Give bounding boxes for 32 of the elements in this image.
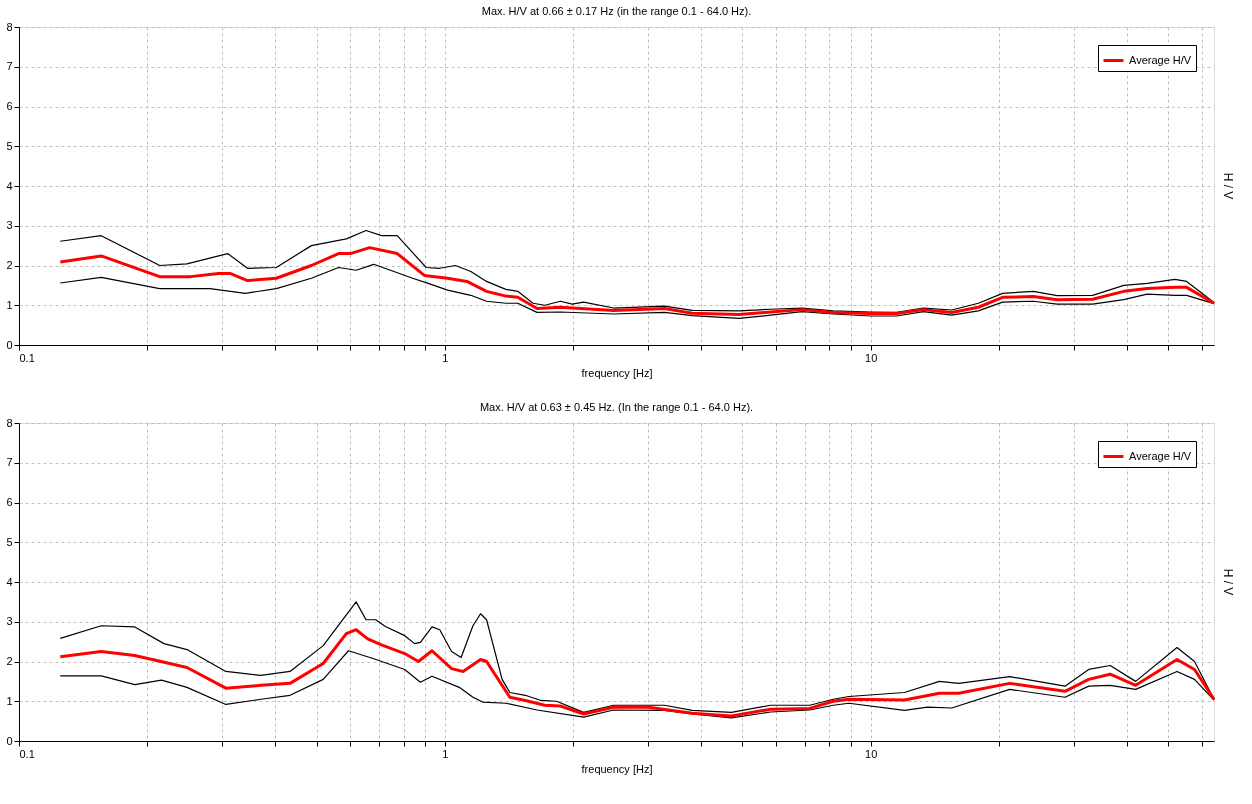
x-axis-title: frequency [Hz]: [581, 762, 653, 775]
y-tick-label: 0: [6, 734, 13, 747]
x-axis-title: frequency [Hz]: [581, 366, 653, 379]
chart-title: Max. H/V at 0.66 ± 0.17 Hz (in the range 0.1 - 64.0 Hz).: [481, 5, 752, 17]
y-tick-label: 4: [6, 575, 13, 588]
y-tick-label: 0: [6, 338, 13, 351]
y-tick-label: 5: [6, 535, 13, 548]
y-axis-title: H / V: [1221, 568, 1235, 596]
legend-label: Average H/V: [1129, 53, 1192, 66]
chart-title: Max. H/V at 0.63 ± 0.45 Hz. (In the range 0.1 - 64.0 Hz).: [479, 401, 754, 413]
y-tick-label: 2: [6, 655, 13, 667]
y-tick-label: 5: [6, 139, 13, 152]
x-tick-label: 10: [865, 351, 878, 364]
x-tick-label: 0.1: [19, 351, 35, 364]
x-tick-label: 1: [442, 351, 449, 364]
y-tick-label: 1: [6, 298, 13, 311]
x-tick-label: 0.1: [19, 747, 35, 760]
y-tick-label: 2: [6, 259, 13, 271]
y-tick-label: 7: [6, 456, 13, 469]
y-tick-label: 4: [6, 179, 13, 192]
y-tick-label: 7: [6, 60, 13, 73]
y-tick-label: 3: [6, 219, 13, 232]
y-tick-label: 1: [6, 694, 13, 707]
y-axis-title: H / V: [1221, 172, 1235, 200]
x-tick-label: 10: [865, 747, 878, 760]
y-tick-label: 6: [6, 100, 13, 112]
y-tick-label: 8: [6, 416, 13, 429]
legend-label: Average H/V: [1129, 449, 1192, 462]
y-tick-label: 6: [6, 496, 13, 508]
x-tick-label: 1: [442, 747, 449, 760]
y-tick-label: 3: [6, 615, 13, 628]
y-tick-label: 8: [6, 20, 13, 33]
